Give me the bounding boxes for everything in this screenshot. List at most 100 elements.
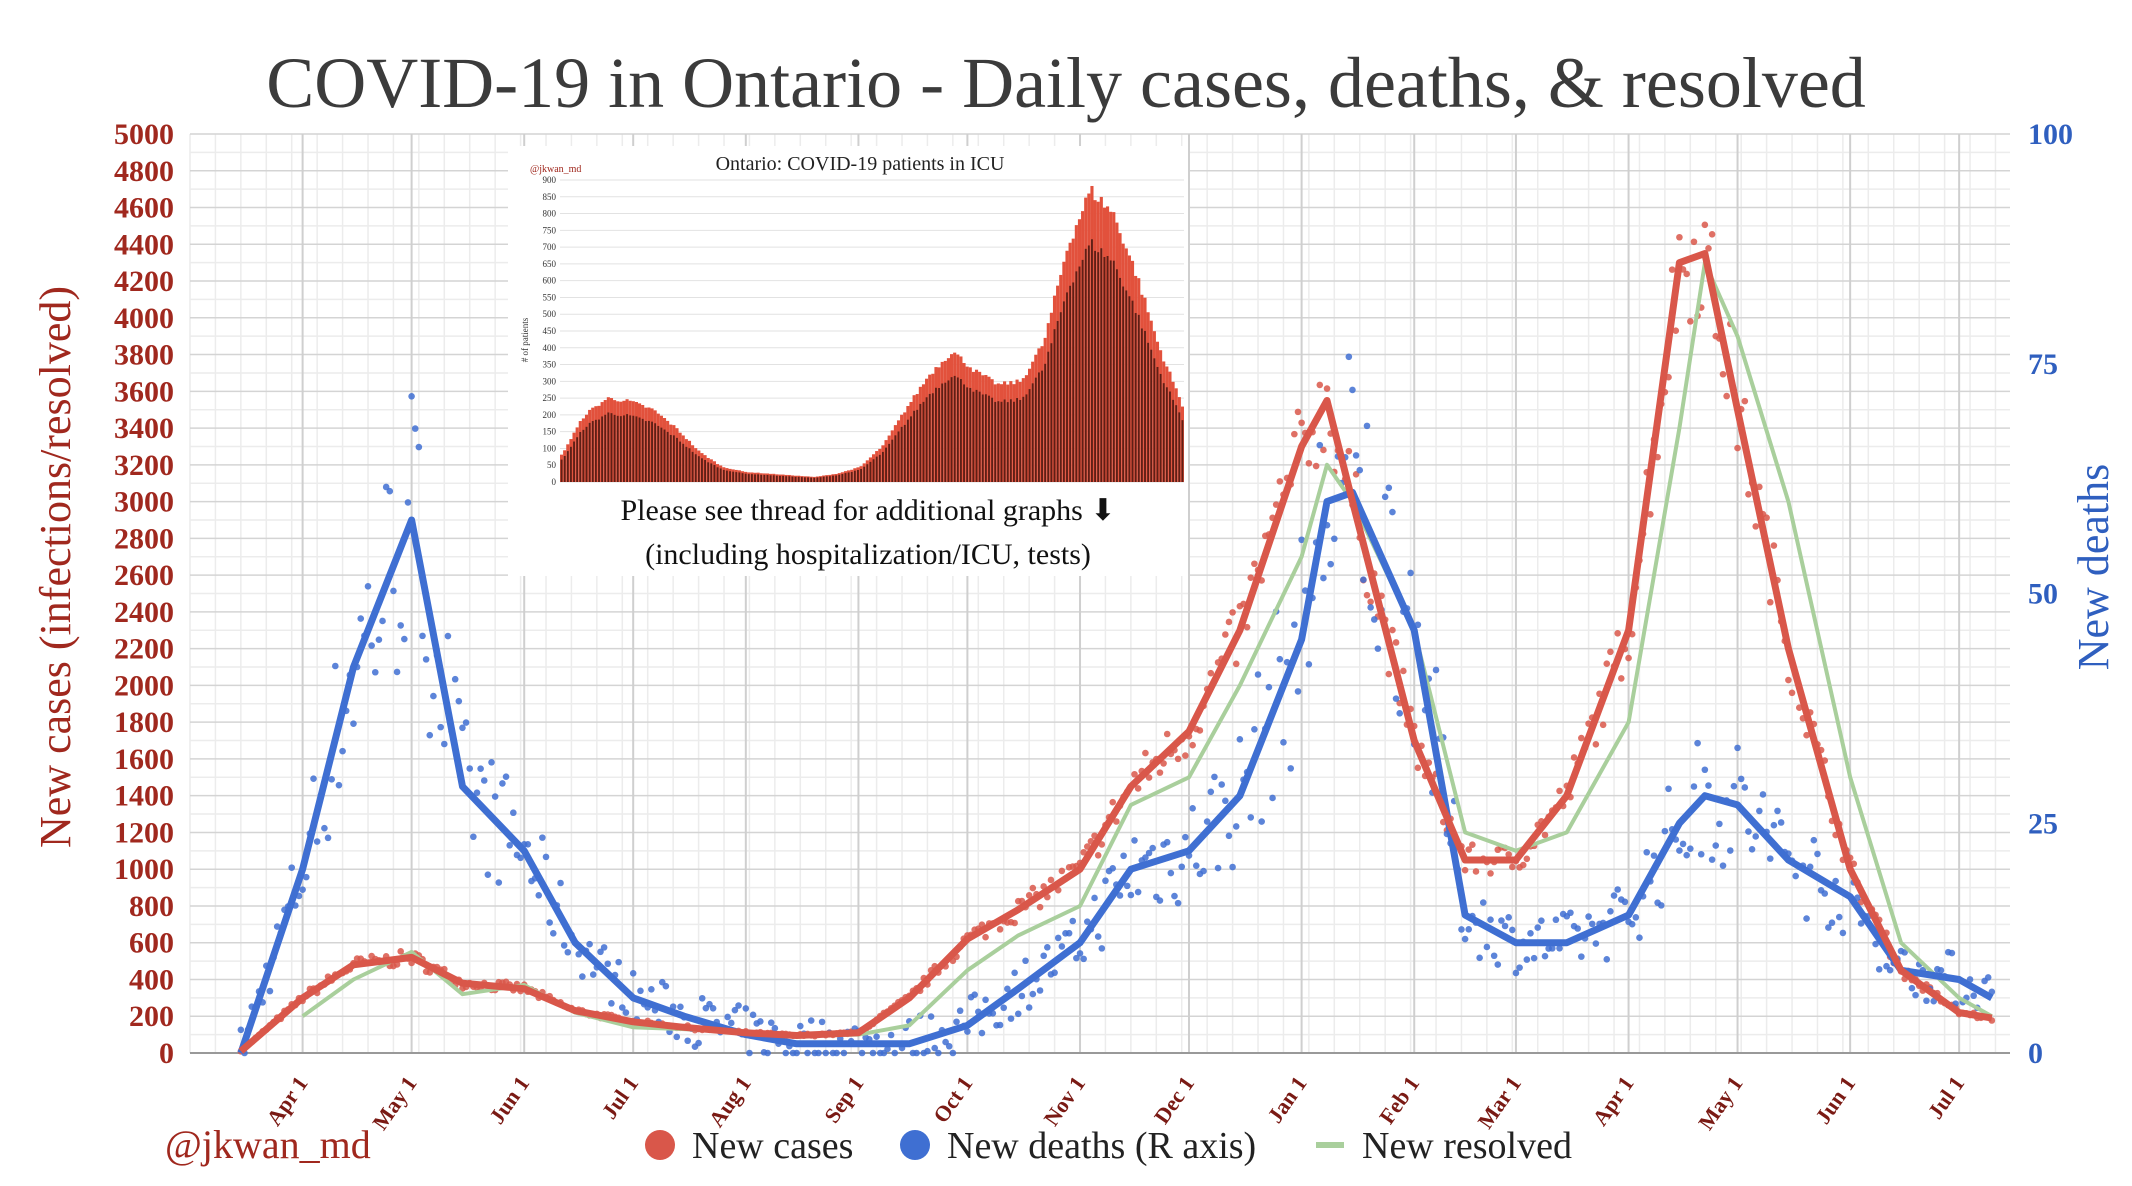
inset-bar-inner bbox=[691, 451, 694, 482]
death-point bbox=[1886, 966, 1894, 974]
death-point bbox=[1948, 949, 1956, 957]
inset-bar-inner bbox=[1115, 269, 1118, 482]
case-point bbox=[1469, 841, 1476, 848]
deaths-line bbox=[237, 488, 1994, 1055]
death-point bbox=[411, 425, 419, 432]
case-point bbox=[1367, 598, 1374, 606]
y-tick-right: 75 bbox=[2028, 348, 2058, 381]
death-point bbox=[884, 1045, 891, 1053]
death-point bbox=[480, 777, 488, 784]
case-point bbox=[1690, 238, 1698, 246]
inset-bar-inner bbox=[959, 379, 962, 482]
inset-bar-inner bbox=[888, 443, 891, 482]
inset-bar-inner bbox=[1147, 342, 1150, 482]
death-point bbox=[1483, 943, 1491, 951]
death-point bbox=[1984, 974, 1992, 981]
death-point bbox=[1200, 867, 1207, 875]
death-point bbox=[517, 854, 524, 862]
y-tick-left: 0 bbox=[159, 1037, 174, 1070]
inset-y-tick: 700 bbox=[543, 242, 557, 252]
death-point bbox=[964, 1028, 971, 1035]
death-point bbox=[1588, 920, 1596, 928]
death-point bbox=[982, 996, 989, 1004]
death-point bbox=[1774, 807, 1781, 815]
inset-bar-inner bbox=[576, 437, 579, 482]
death-point bbox=[1839, 929, 1847, 937]
case-point bbox=[1316, 381, 1324, 389]
death-point bbox=[1857, 920, 1865, 927]
death-point bbox=[793, 1049, 800, 1057]
inset-bar-inner bbox=[807, 477, 809, 482]
death-point bbox=[1766, 855, 1774, 862]
case-point bbox=[1687, 318, 1694, 325]
inset-bar-inner bbox=[735, 472, 738, 482]
note-line-2: (including hospitalization/ICU, tests) bbox=[645, 538, 1091, 571]
death-point bbox=[1225, 832, 1233, 840]
death-point bbox=[1352, 452, 1360, 459]
inset-bar-inner bbox=[660, 427, 663, 482]
y-tick-right: 50 bbox=[2028, 578, 2058, 611]
death-point bbox=[1182, 833, 1189, 841]
death-point bbox=[1759, 791, 1767, 798]
death-point bbox=[1294, 688, 1302, 695]
case-point bbox=[1745, 491, 1752, 498]
inset-bar-inner bbox=[598, 419, 600, 482]
death-point bbox=[796, 1022, 804, 1030]
author-handle: @jkwan_md bbox=[165, 1122, 371, 1167]
case-point bbox=[1029, 884, 1037, 892]
death-point bbox=[1167, 869, 1175, 877]
death-point bbox=[1389, 508, 1396, 516]
death-point bbox=[1745, 828, 1752, 835]
death-point bbox=[597, 948, 604, 956]
inset-bar-inner bbox=[913, 410, 916, 482]
death-point bbox=[1203, 818, 1211, 825]
inset-bar-inner bbox=[1000, 401, 1003, 482]
death-point bbox=[375, 636, 383, 643]
death-point bbox=[1832, 877, 1839, 885]
inset-bar-inner bbox=[997, 401, 1000, 482]
death-point bbox=[1701, 766, 1709, 774]
inset-bar-inner bbox=[669, 434, 672, 482]
series-lines bbox=[237, 250, 1994, 1055]
inset-bar-inner bbox=[869, 461, 872, 482]
death-point bbox=[1476, 954, 1483, 962]
inset-bar-inner bbox=[747, 474, 750, 482]
death-point bbox=[332, 662, 339, 670]
death-point bbox=[1102, 877, 1109, 885]
death-point bbox=[1229, 863, 1236, 871]
case-point bbox=[1385, 670, 1393, 678]
inset-bar-inner bbox=[1144, 330, 1146, 482]
death-point bbox=[586, 940, 593, 948]
death-point bbox=[677, 1003, 684, 1011]
death-point bbox=[1585, 913, 1592, 920]
death-point bbox=[535, 891, 543, 899]
case-point bbox=[1625, 654, 1632, 662]
case-point bbox=[1752, 523, 1760, 530]
inset-bar-inner bbox=[1025, 394, 1028, 482]
death-point bbox=[440, 740, 448, 748]
inset-bar-inner bbox=[757, 474, 760, 482]
case-point bbox=[1272, 501, 1280, 508]
x-tick: Jan 1 bbox=[1262, 1072, 1312, 1128]
death-point bbox=[1014, 1010, 1022, 1018]
case-point bbox=[1668, 266, 1676, 273]
death-point bbox=[477, 765, 484, 773]
inset-bar-inner bbox=[701, 458, 703, 482]
death-point bbox=[604, 960, 612, 968]
case-point bbox=[1603, 660, 1611, 668]
death-point bbox=[1018, 992, 1026, 1000]
case-point bbox=[1676, 233, 1683, 241]
death-point bbox=[1770, 821, 1778, 829]
inset-bar-inner bbox=[947, 380, 950, 482]
death-point bbox=[1578, 953, 1585, 960]
death-point bbox=[1291, 621, 1298, 628]
death-point bbox=[1280, 739, 1287, 746]
y-tick-left: 2600 bbox=[114, 559, 174, 592]
case-point bbox=[1672, 327, 1680, 334]
inset-bar-inner bbox=[878, 454, 881, 482]
death-point bbox=[931, 1044, 939, 1052]
death-point bbox=[1901, 949, 1908, 956]
death-point bbox=[1036, 987, 1044, 994]
death-point bbox=[1814, 850, 1821, 858]
death-point bbox=[1149, 844, 1156, 852]
